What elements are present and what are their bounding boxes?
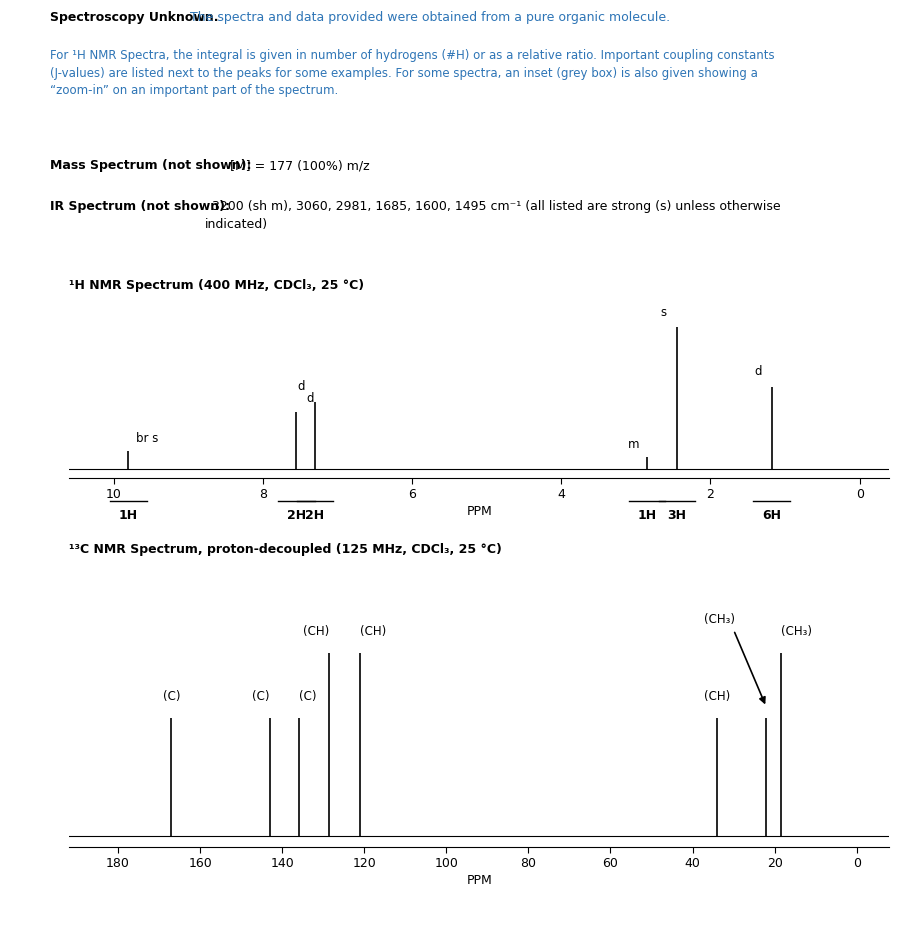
Text: Mass Spectrum (not shown):: Mass Spectrum (not shown): <box>50 159 252 172</box>
Text: 3H: 3H <box>668 509 686 522</box>
Text: (CH): (CH) <box>704 690 730 703</box>
X-axis label: PPM: PPM <box>466 505 492 518</box>
Text: 6H: 6H <box>762 509 781 522</box>
Text: 2H: 2H <box>305 509 325 522</box>
Text: 1H: 1H <box>637 509 657 522</box>
Text: (C): (C) <box>252 690 270 703</box>
Text: (C): (C) <box>299 690 316 703</box>
Text: d: d <box>298 380 305 393</box>
Text: m: m <box>628 438 639 451</box>
Text: The spectra and data provided were obtained from a pure organic molecule.: The spectra and data provided were obtai… <box>186 11 670 24</box>
Text: IR Spectrum (not shown):: IR Spectrum (not shown): <box>50 201 230 213</box>
Text: ¹³C NMR Spectrum, proton-decoupled (125 MHz, CDCl₃, 25 °C): ¹³C NMR Spectrum, proton-decoupled (125 … <box>69 543 502 556</box>
Text: (CH₃): (CH₃) <box>703 613 735 625</box>
Text: (CH): (CH) <box>304 625 329 639</box>
Text: 1H: 1H <box>119 509 138 522</box>
Text: (CH): (CH) <box>360 625 386 639</box>
Text: (C): (C) <box>162 690 180 703</box>
Text: 2H: 2H <box>287 509 306 522</box>
X-axis label: PPM: PPM <box>466 874 492 887</box>
Text: 3200 (sh m), 3060, 2981, 1685, 1600, 1495 cm⁻¹ (all listed are strong (s) unless: 3200 (sh m), 3060, 2981, 1685, 1600, 149… <box>204 201 781 231</box>
Text: For ¹H NMR Spectra, the integral is given in number of hydrogens (#H) or as a re: For ¹H NMR Spectra, the integral is give… <box>50 49 775 97</box>
Text: d: d <box>755 365 762 378</box>
Text: br s: br s <box>136 432 159 445</box>
Text: s: s <box>660 306 667 319</box>
Text: [M] = 177 (100%) m/z: [M] = 177 (100%) m/z <box>222 159 370 172</box>
Text: d: d <box>306 392 314 405</box>
Text: (CH₃): (CH₃) <box>780 625 812 639</box>
Text: ¹H NMR Spectrum (400 MHz, CDCl₃, 25 °C): ¹H NMR Spectrum (400 MHz, CDCl₃, 25 °C) <box>69 278 364 291</box>
Text: Spectroscopy Unknown.: Spectroscopy Unknown. <box>50 11 219 24</box>
